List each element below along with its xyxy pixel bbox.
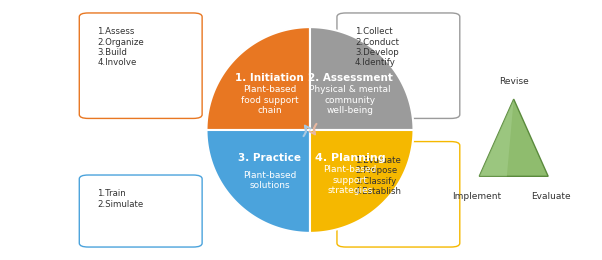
Polygon shape: [479, 99, 548, 176]
Text: Plant-based
food support
chain: Plant-based food support chain: [241, 85, 299, 115]
Text: 4. Planning: 4. Planning: [315, 153, 385, 163]
Text: Plant-based
solutions: Plant-based solutions: [243, 171, 296, 190]
Polygon shape: [479, 99, 514, 176]
Polygon shape: [310, 27, 414, 130]
Polygon shape: [206, 130, 310, 233]
Text: 2. Assessment: 2. Assessment: [308, 73, 393, 83]
Polygon shape: [206, 27, 310, 130]
Text: Implement: Implement: [452, 192, 501, 201]
Text: Physical & mental
community
well-being: Physical & mental community well-being: [309, 85, 391, 115]
Text: 1.Collect
2.Conduct
3.Develop
4.Identify: 1.Collect 2.Conduct 3.Develop 4.Identify: [355, 27, 399, 67]
FancyBboxPatch shape: [79, 175, 202, 247]
Text: 3. Practice: 3. Practice: [238, 153, 301, 163]
Text: 1.Evaluate
2.Propose
3.Classify
4.Establish: 1.Evaluate 2.Propose 3.Classify 4.Establ…: [355, 156, 402, 196]
Text: Revise: Revise: [499, 77, 529, 86]
Polygon shape: [310, 130, 414, 233]
FancyBboxPatch shape: [337, 13, 460, 118]
Text: Plant-based
support
strategies: Plant-based support strategies: [323, 165, 377, 195]
Text: 1.Train
2.Simulate: 1.Train 2.Simulate: [98, 189, 143, 209]
FancyBboxPatch shape: [79, 13, 202, 118]
Text: 1. Initiation: 1. Initiation: [235, 73, 304, 83]
FancyBboxPatch shape: [337, 142, 460, 247]
Text: Evaluate: Evaluate: [532, 192, 571, 201]
Text: 1.Assess
2.Organize
3.Build
4.Involve: 1.Assess 2.Organize 3.Build 4.Involve: [98, 27, 144, 67]
